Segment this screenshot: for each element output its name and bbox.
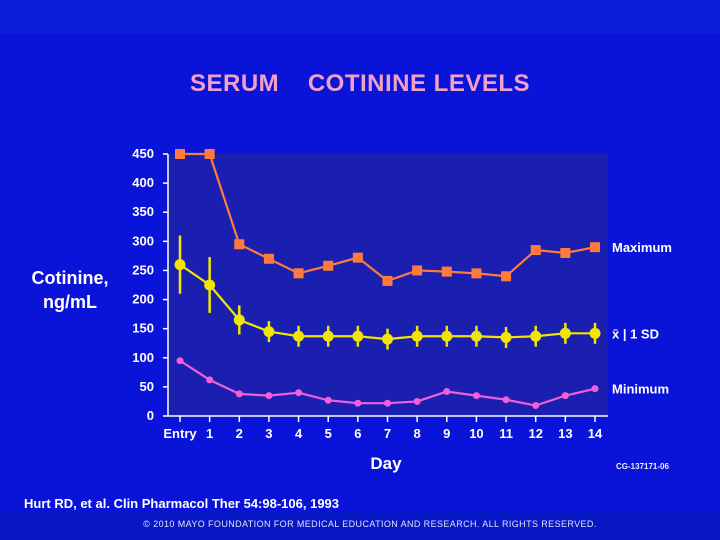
y-tick-label: 450	[132, 146, 154, 161]
data-point	[413, 397, 421, 405]
data-point	[293, 330, 305, 342]
data-point	[206, 376, 214, 384]
data-point	[204, 149, 215, 159]
y-tick-label: 100	[132, 350, 154, 365]
data-point	[234, 239, 245, 250]
x-tick-label: 8	[414, 426, 421, 441]
copyright-text: © 2010 MAYO FOUNDATION FOR MEDICAL EDUCA…	[143, 519, 597, 529]
data-point	[472, 392, 480, 400]
data-point	[590, 242, 600, 253]
x-tick-label: 12	[528, 426, 542, 441]
y-axis-label-line2: ng/mL	[43, 292, 97, 312]
y-axis-label-line1: Cotinine,	[31, 268, 109, 288]
data-point	[500, 331, 512, 343]
x-tick-label: 1	[206, 426, 213, 441]
data-point	[411, 330, 423, 342]
data-point	[382, 275, 393, 286]
data-point	[263, 326, 275, 338]
citation: Hurt RD, et al. Clin Pharmacol Ther 54:9…	[24, 496, 340, 511]
y-tick-label: 350	[132, 204, 154, 219]
slide-title: SERUM COTININE LEVELS	[189, 70, 531, 97]
data-point	[175, 149, 185, 159]
x-tick-label: 9	[443, 426, 450, 441]
y-axis-label: Cotinine, ng/mL	[20, 266, 120, 314]
data-point	[322, 330, 334, 342]
data-point	[502, 396, 510, 404]
data-point	[471, 268, 482, 279]
x-tick-label: 4	[295, 426, 303, 441]
data-point	[324, 396, 332, 404]
series-label: Minimum	[612, 382, 669, 397]
data-point	[352, 252, 363, 263]
data-point	[441, 266, 452, 277]
data-point	[560, 247, 571, 258]
x-tick-label: 14	[588, 426, 603, 441]
data-point	[293, 268, 304, 279]
data-point	[265, 392, 273, 400]
y-tick-label: 150	[132, 321, 154, 336]
data-point	[589, 327, 601, 339]
x-tick-label: 6	[354, 426, 361, 441]
data-point	[235, 390, 243, 398]
data-point	[384, 399, 391, 407]
data-point	[295, 389, 303, 397]
series-label: Maximum	[612, 240, 672, 255]
y-tick-label: 300	[132, 233, 154, 248]
y-tick-label: 50	[140, 379, 154, 394]
data-point	[441, 330, 453, 342]
x-tick-label: 13	[558, 426, 572, 441]
x-tick-label: 5	[325, 426, 332, 441]
data-point	[174, 259, 186, 271]
data-point	[470, 330, 482, 342]
data-point	[354, 399, 362, 407]
x-tick-label: 10	[469, 426, 483, 441]
y-tick-label: 0	[147, 408, 154, 423]
y-tick-label: 250	[132, 262, 154, 277]
data-point	[204, 279, 216, 291]
x-tick-label: 11	[499, 426, 513, 441]
data-point	[591, 385, 599, 393]
data-point	[530, 245, 541, 256]
data-point	[352, 330, 364, 342]
figure-code: CG-137171-06	[616, 462, 669, 471]
data-point	[263, 253, 274, 264]
data-point	[559, 327, 571, 339]
data-point	[561, 392, 569, 400]
data-point	[323, 260, 334, 271]
data-point	[501, 271, 512, 282]
y-tick-label: 200	[132, 292, 154, 307]
x-tick-label: Entry	[163, 426, 197, 441]
data-point	[382, 333, 393, 345]
x-tick-label: 3	[265, 426, 272, 441]
data-point	[532, 402, 540, 410]
data-point	[233, 314, 245, 326]
top-bar	[0, 0, 720, 34]
data-point	[176, 357, 184, 365]
data-point	[443, 388, 451, 396]
x-axis-label: Day	[370, 454, 402, 473]
series-label: x̄ | 1 SD	[612, 326, 659, 341]
footer-bar: © 2010 MAYO FOUNDATION FOR MEDICAL EDUCA…	[0, 512, 720, 540]
data-point	[412, 265, 423, 276]
x-tick-label: 2	[236, 426, 243, 441]
y-tick-label: 400	[132, 175, 154, 190]
x-tick-label: 7	[384, 426, 391, 441]
data-point	[530, 330, 542, 342]
